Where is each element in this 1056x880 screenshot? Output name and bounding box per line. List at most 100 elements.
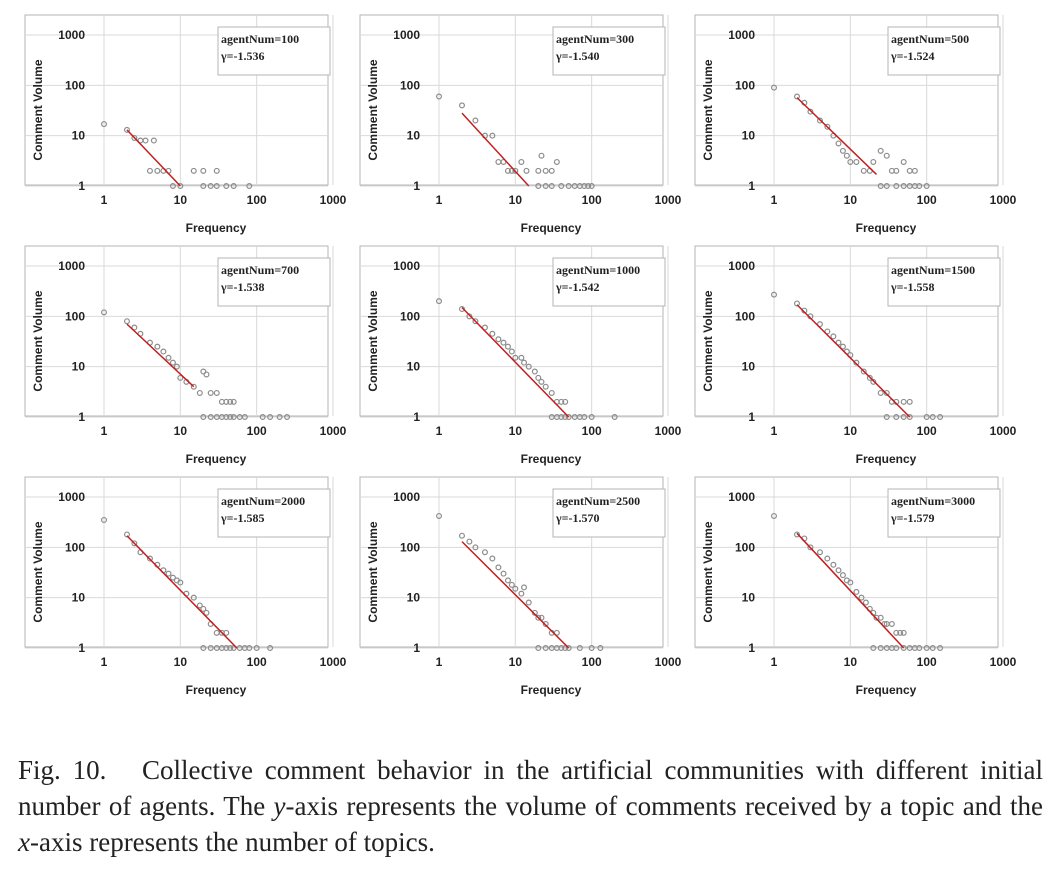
y-axis-title: Comment Volume — [31, 521, 45, 622]
fit-line — [796, 304, 911, 418]
data-point — [472, 544, 479, 551]
y-tick-label: 1 — [413, 179, 420, 193]
data-point — [862, 599, 869, 606]
y-axis-title: Comment Volume — [701, 59, 715, 160]
data-point — [481, 324, 488, 331]
data-point — [923, 645, 930, 652]
data-point — [504, 577, 511, 584]
data-point — [558, 183, 565, 190]
chart-svg: 1 10 100 1000 1 10 100 1000 Frequency Comment Vol… — [24, 14, 347, 235]
data-point — [131, 540, 138, 547]
data-point — [196, 602, 203, 609]
y-tick-label: 10 — [72, 591, 86, 605]
data-point — [207, 389, 214, 396]
data-point — [839, 147, 846, 154]
data-point — [860, 368, 867, 375]
data-point — [223, 645, 230, 652]
legend-agentnum: agentNum=500 — [891, 32, 969, 46]
legend-box — [552, 488, 666, 538]
data-point — [207, 183, 214, 190]
data-point — [588, 414, 595, 421]
data-point — [793, 531, 800, 538]
chart-svg: 1 10 100 1000 1 10 100 1000 Frequency Comment Vol… — [694, 245, 1017, 466]
data-point — [883, 389, 890, 396]
data-point — [160, 348, 167, 355]
data-point — [558, 398, 565, 405]
data-point — [565, 645, 572, 652]
data-point — [866, 374, 873, 381]
chart-panel-1: 1 10 100 1000 1 10 100 1000 Frequency Comment Vol… — [0, 10, 347, 241]
legend-agentnum: agentNum=300 — [556, 32, 634, 46]
data-point — [847, 579, 854, 586]
data-point — [807, 544, 814, 551]
data-point — [542, 645, 549, 652]
data-point — [538, 152, 545, 159]
data-point — [911, 167, 918, 174]
data-point — [893, 414, 900, 421]
data-point — [500, 339, 507, 346]
legend-gamma: γ=-1.538 — [220, 280, 264, 294]
data-point — [793, 300, 800, 307]
data-point — [816, 321, 823, 328]
legend-agentnum: agentNum=2500 — [556, 494, 640, 508]
data-point — [883, 183, 890, 190]
y-tick-label: 1000 — [58, 259, 85, 273]
data-point — [535, 374, 542, 381]
y-axis-title: Comment Volume — [31, 59, 45, 160]
data-point — [816, 549, 823, 556]
data-point — [824, 123, 831, 130]
fit-line — [126, 535, 238, 649]
y-tick-label: 10 — [742, 591, 756, 605]
x-tick-label: 1000 — [655, 424, 682, 438]
data-point — [518, 354, 525, 361]
caption-label: Fig. 10. — [18, 755, 107, 785]
data-point — [230, 183, 237, 190]
legend-gamma: γ=-1.540 — [555, 49, 599, 63]
y-tick-label: 100 — [735, 78, 755, 92]
y-tick-label: 10 — [407, 591, 421, 605]
data-point — [521, 584, 528, 591]
data-point — [200, 645, 207, 652]
data-point — [847, 158, 854, 165]
data-point — [853, 588, 860, 595]
y-tick-label: 1000 — [393, 259, 420, 273]
data-point — [196, 389, 203, 396]
y-tick-label: 100 — [735, 309, 755, 323]
data-point — [508, 348, 515, 355]
legend-agentnum: agentNum=1000 — [556, 263, 640, 277]
y-tick-label: 100 — [400, 540, 420, 554]
data-point — [435, 93, 442, 100]
data-point — [870, 645, 877, 652]
data-point — [207, 645, 214, 652]
x-tick-label: 1000 — [320, 655, 347, 669]
data-point — [207, 414, 214, 421]
y-tick-label: 10 — [407, 129, 421, 143]
y-tick-label: 100 — [735, 540, 755, 554]
data-point — [190, 594, 197, 601]
data-point — [146, 555, 153, 562]
y-tick-label: 1 — [748, 641, 755, 655]
data-point — [131, 134, 138, 141]
x-tick-label: 1 — [771, 193, 778, 207]
data-point — [100, 516, 107, 523]
x-tick-label: 100 — [917, 655, 937, 669]
data-point — [937, 414, 944, 421]
data-point — [150, 137, 157, 144]
data-point — [877, 389, 884, 396]
chart-svg: 1 10 100 1000 1 10 100 1000 Frequency Comment Vol… — [694, 14, 1017, 235]
x-tick-label: 1 — [771, 655, 778, 669]
data-point — [916, 183, 923, 190]
legend-agentnum: agentNum=700 — [221, 263, 299, 277]
y-axis-title: Comment Volume — [366, 521, 380, 622]
data-point — [458, 532, 465, 539]
y-axis-title: Comment Volume — [701, 290, 715, 391]
data-point — [542, 183, 549, 190]
data-point — [123, 126, 130, 133]
legend-gamma: γ=-1.570 — [555, 511, 599, 525]
x-tick-label: 1000 — [655, 193, 682, 207]
data-point — [830, 561, 837, 568]
legend-gamma: γ=-1.542 — [555, 280, 599, 294]
data-point — [200, 605, 207, 612]
x-tick-label: 100 — [247, 424, 267, 438]
data-point — [807, 108, 814, 115]
